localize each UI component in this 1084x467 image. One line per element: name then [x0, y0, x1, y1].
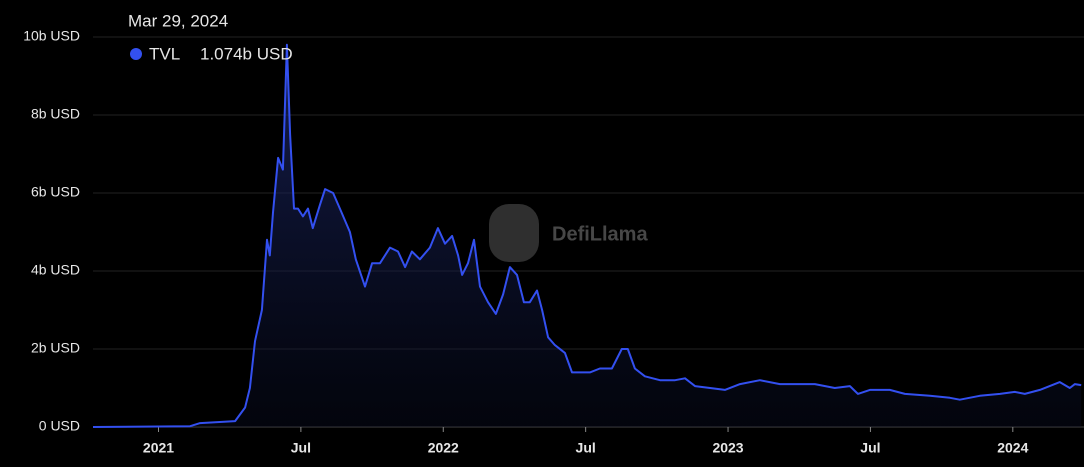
- watermark-text: DefiLlama: [552, 223, 648, 245]
- watermark: DefiLlama: [489, 204, 648, 262]
- watermark-logo: [489, 204, 539, 262]
- y-tick-label: 8b USD: [31, 106, 80, 122]
- y-tick-label: 6b USD: [31, 184, 80, 200]
- x-tick-label: Jul: [291, 440, 311, 456]
- y-tick-label: 4b USD: [31, 262, 80, 278]
- plot: [92, 43, 1082, 428]
- tooltip-date: Mar 29, 2024: [128, 11, 228, 30]
- x-tick-label: 2024: [997, 440, 1028, 456]
- x-tick-label: 2021: [143, 440, 174, 456]
- y-tick-label: 2b USD: [31, 340, 80, 356]
- y-tick-label: 10b USD: [23, 28, 80, 44]
- x-tick-label: Jul: [860, 440, 880, 456]
- line: [92, 43, 1082, 428]
- area: [93, 44, 1082, 428]
- x-tick-label: Jul: [576, 440, 596, 456]
- x-tick-label: 2022: [428, 440, 459, 456]
- tooltip-value: 1.074b USD: [200, 44, 293, 63]
- legend-marker: [130, 48, 142, 60]
- x-tick-label: 2023: [712, 440, 743, 456]
- legend-label: TVL: [149, 44, 180, 63]
- y-tick-label: 0 USD: [39, 418, 80, 434]
